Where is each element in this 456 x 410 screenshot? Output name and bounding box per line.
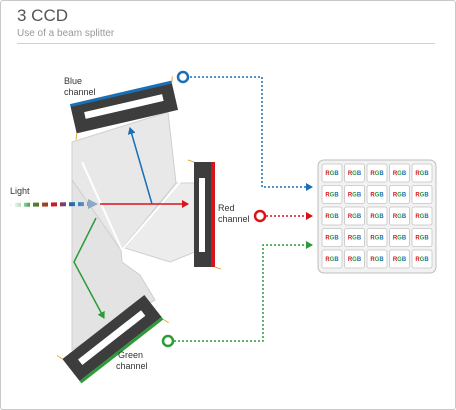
- pixel-cell: [321, 185, 343, 204]
- pixel-cell: [389, 228, 410, 247]
- pixel-cell: [366, 249, 388, 269]
- pixel-cell-label: RGB: [393, 257, 407, 263]
- pixel-cell-label: RGB: [370, 236, 384, 242]
- incoming-light-arrowhead: [88, 199, 98, 209]
- pixel-cell: [321, 163, 343, 183]
- pixel-cell-label: RGB: [393, 214, 407, 220]
- pixel-cell-label: RGB: [415, 193, 429, 199]
- red-channel-label-line1: Red: [218, 203, 235, 213]
- pixel-cell: [321, 228, 343, 247]
- page-title: 3 CCD: [17, 6, 69, 25]
- pixel-cell: [411, 228, 433, 247]
- green-ccd-sensor: [56, 294, 169, 384]
- green-channel-label-line1: Green: [118, 350, 143, 360]
- pixel-cell: [321, 206, 343, 226]
- pixel-cell-label: RGB: [325, 193, 339, 199]
- pixel-cell: [344, 185, 365, 204]
- pixel-cell: [411, 206, 433, 226]
- green-channel-label-line2: channel: [116, 361, 148, 371]
- green-signal-line: [174, 241, 313, 342]
- pixel-cell-label: RGB: [325, 214, 339, 220]
- pixel-cell: [389, 163, 410, 183]
- pixel-cell: [321, 249, 343, 269]
- pixel-cell-label: RGB: [325, 171, 339, 177]
- pixel-cell-label: RGB: [370, 171, 384, 177]
- pixel-cell-label: RGB: [348, 236, 362, 242]
- pixel-cell-label: RGB: [348, 257, 362, 263]
- blue-channel-label-line1: Blue: [64, 76, 82, 86]
- pixel-cell-label: RGB: [325, 257, 339, 263]
- green-connector-node: [161, 334, 175, 348]
- pixel-cell-label: RGB: [393, 193, 407, 199]
- prism-block: [71, 111, 201, 351]
- pixel-cell: [389, 206, 410, 226]
- pixel-cell-label: RGB: [415, 236, 429, 242]
- incoming-light-beam: [5, 202, 91, 207]
- pixel-cell-label: RGB: [415, 257, 429, 263]
- pixel-cell-label: RGB: [393, 236, 407, 242]
- pixel-cell: [389, 185, 410, 204]
- pixel-cell: [366, 163, 388, 183]
- pixel-cell-label: RGB: [415, 214, 429, 220]
- pixel-cell-label: RGB: [370, 214, 384, 220]
- red-channel-label-line2: channel: [218, 214, 250, 224]
- pixel-cell-label: RGB: [325, 236, 339, 242]
- pixel-cell: [344, 228, 365, 247]
- blue-connector-node: [176, 70, 190, 84]
- page-subtitle: Use of a beam splitter: [17, 28, 115, 39]
- pixel-cell: [411, 163, 433, 183]
- green-light-path: [73, 217, 105, 319]
- pixel-cell-label: RGB: [348, 171, 362, 177]
- header-divider: [17, 43, 435, 44]
- pixel-cell-label: RGB: [415, 171, 429, 177]
- rgb-pixel-grid: RGB RGB RGB RGB RGB RGB RGB RGB RGB RGB RGB RGB RGB R…: [317, 159, 437, 274]
- blue-signal-line: [190, 76, 313, 191]
- pixel-cell-label: RGB: [348, 214, 362, 220]
- pixel-cell: [344, 163, 365, 183]
- pixel-cell-label: RGB: [348, 193, 362, 199]
- red-ccd-sensor: [187, 159, 222, 270]
- pixel-cell: [344, 249, 365, 269]
- blue-channel-label-line2: channel: [64, 87, 96, 97]
- pixel-cell-label: RGB: [370, 193, 384, 199]
- red-connector-node: [253, 209, 267, 223]
- pixel-cell-label: RGB: [393, 171, 407, 177]
- pixel-cell: [366, 206, 388, 226]
- pixel-cell: [366, 185, 388, 204]
- blue-ccd-sensor: [69, 76, 179, 140]
- blue-light-path: [127, 127, 153, 205]
- pixel-cell-label: RGB: [370, 257, 384, 263]
- light-label: Light: [10, 186, 30, 196]
- pixel-cell: [411, 185, 433, 204]
- pixel-cell: [344, 206, 365, 226]
- pixel-cell: [389, 249, 410, 269]
- pixel-cell: [366, 228, 388, 247]
- pixel-cell: [411, 249, 433, 269]
